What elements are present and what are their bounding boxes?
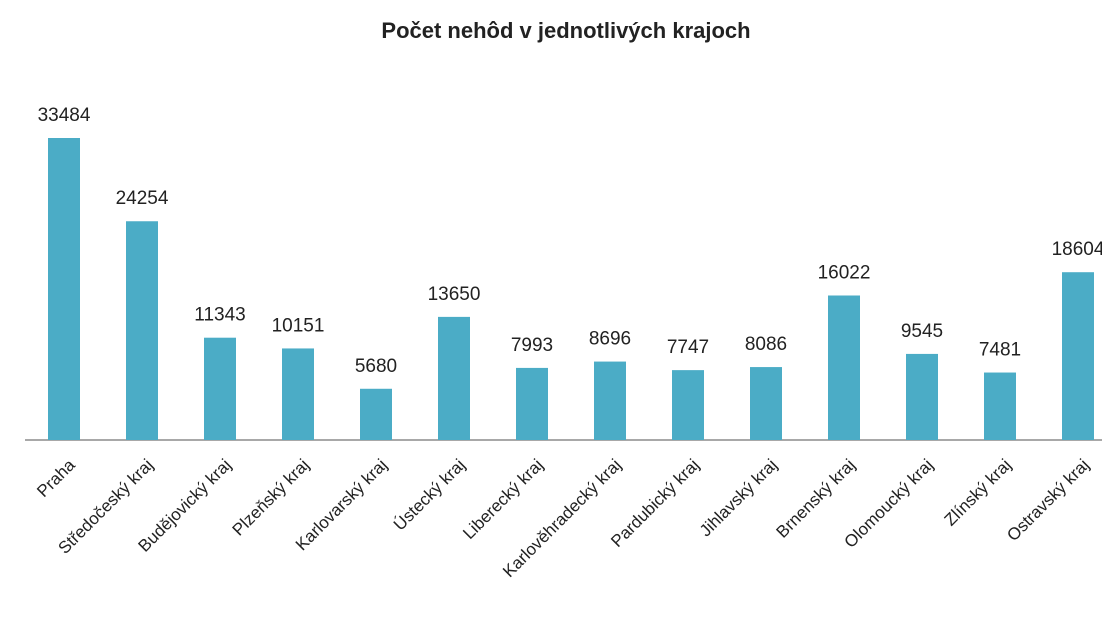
value-label: 8086	[745, 334, 787, 355]
chart-title: Počet nehôd v jednotlivých krajoch	[381, 18, 750, 43]
bar	[48, 138, 80, 440]
value-label: 10151	[272, 315, 325, 336]
x-tick-label: Ostravský kraj	[1003, 455, 1093, 545]
value-label: 5680	[355, 356, 397, 377]
value-label: 8696	[589, 329, 631, 350]
bar	[594, 361, 626, 440]
x-tick-label: Ústecký kraj	[390, 455, 469, 534]
value-label: 9545	[901, 321, 943, 342]
x-tick-label: Liberecký kraj	[459, 455, 547, 543]
bar	[126, 221, 158, 440]
bar	[282, 348, 314, 440]
x-tick-label: Zlínský kraj	[941, 455, 1015, 529]
bar	[1062, 272, 1094, 440]
bar	[204, 337, 236, 440]
bar	[828, 295, 860, 440]
bar	[672, 370, 704, 440]
bar	[750, 367, 782, 440]
bar	[438, 316, 470, 440]
x-tick-label: Jihlavský kraj	[696, 455, 781, 540]
x-tick-label: Praha	[33, 455, 79, 501]
value-label: 24254	[116, 188, 169, 209]
x-tick-label: Plzeňský kraj	[229, 455, 313, 539]
bar	[984, 372, 1016, 440]
value-label: 33484	[38, 105, 91, 126]
value-label: 16022	[818, 262, 871, 283]
bar	[360, 388, 392, 440]
bar	[516, 367, 548, 440]
value-label: 11343	[194, 305, 245, 326]
value-label: 13650	[428, 284, 481, 305]
value-label: 7481	[979, 340, 1021, 361]
x-tick-label: Brnenský kraj	[773, 455, 859, 541]
bar	[906, 353, 938, 440]
value-label: 18604	[1052, 239, 1102, 260]
value-label: 7993	[511, 335, 553, 356]
value-label: 7747	[667, 337, 709, 358]
